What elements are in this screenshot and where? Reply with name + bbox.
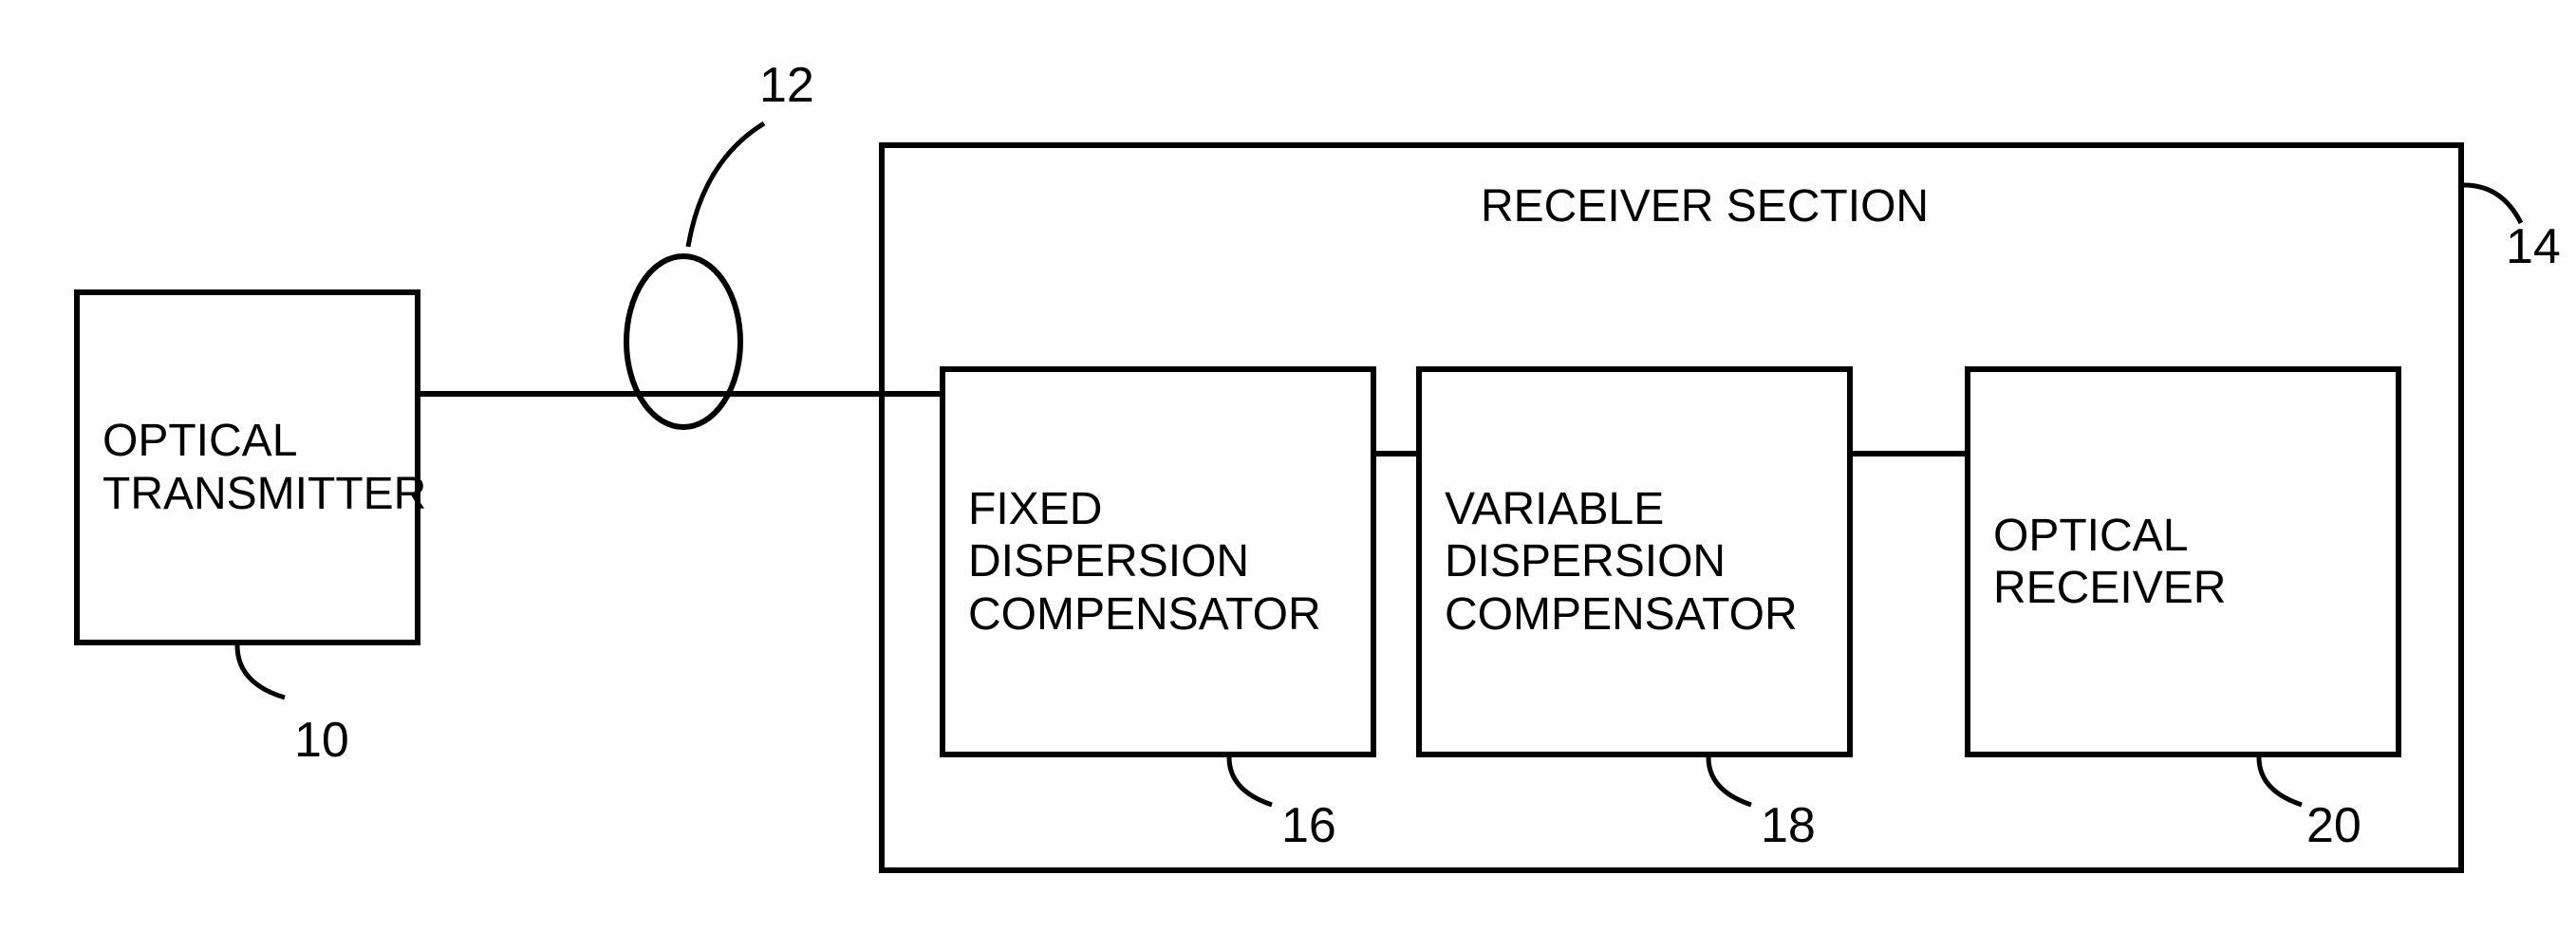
block-optical-receiver: OPTICALRECEIVER bbox=[1965, 366, 2401, 757]
block-fixed-dispersion-compensator: FIXEDDISPERSIONCOMPENSATOR bbox=[940, 366, 1376, 757]
block-optical-transmitter-label: OPTICALTRANSMITTER bbox=[103, 415, 426, 519]
ref-hook-12 bbox=[674, 104, 807, 256]
connector-variable-to-receiver bbox=[1853, 451, 1965, 456]
block-variable-dispersion-compensator: VARIABLEDISPERSIONCOMPENSATOR bbox=[1416, 366, 1853, 757]
ref-label-18: 18 bbox=[1761, 797, 1816, 854]
ref-label-12: 12 bbox=[759, 57, 814, 114]
ref-label-14: 14 bbox=[2506, 218, 2561, 275]
block-optical-transmitter: OPTICALTRANSMITTER bbox=[74, 289, 420, 645]
block-fixed-dispersion-compensator-label: FIXEDDISPERSIONCOMPENSATOR bbox=[968, 483, 1321, 641]
block-variable-dispersion-compensator-label: VARIABLEDISPERSIONCOMPENSATOR bbox=[1445, 483, 1798, 641]
connector-fixed-to-variable bbox=[1376, 451, 1416, 456]
ref-label-16: 16 bbox=[1281, 797, 1336, 854]
container-receiver-section-title: RECEIVER SECTION bbox=[1481, 180, 1929, 233]
ref-label-20: 20 bbox=[2306, 797, 2361, 854]
fiber-loop bbox=[607, 247, 759, 437]
block-optical-receiver-label: OPTICALRECEIVER bbox=[1993, 510, 2226, 614]
ref-label-10: 10 bbox=[294, 712, 349, 769]
